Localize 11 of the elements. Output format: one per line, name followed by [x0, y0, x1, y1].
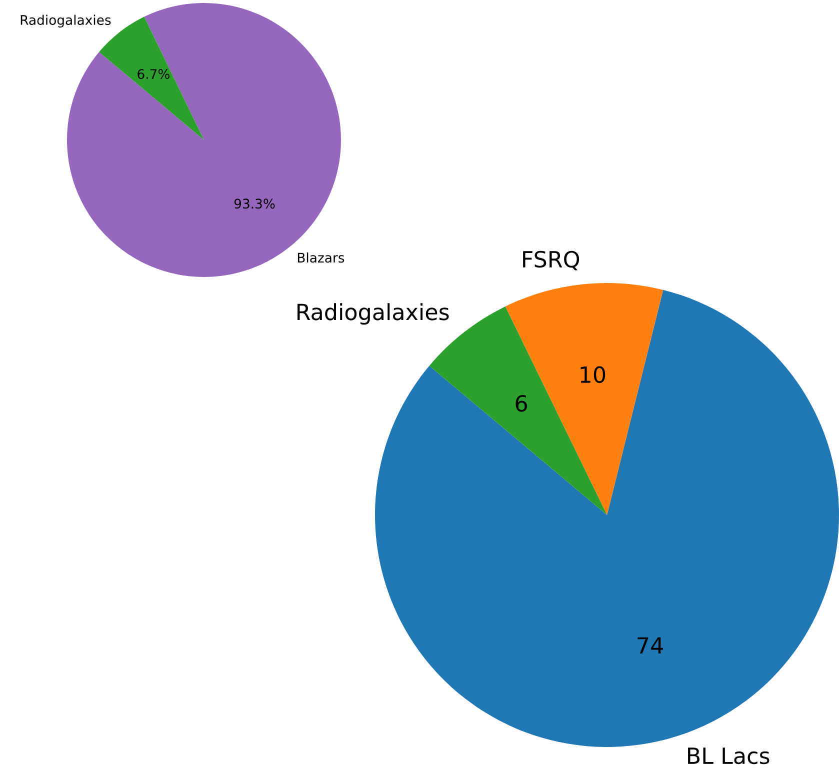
data-label: 10 — [580, 366, 606, 384]
data-label: 6.7% — [138, 69, 170, 79]
data-label: 93.3% — [234, 198, 275, 209]
slice-label: BL Lacs — [688, 748, 770, 764]
slice-label: Radiogalaxies — [298, 303, 449, 325]
data-label: 74 — [638, 637, 663, 654]
slice-label: Radiogalaxies — [20, 14, 111, 28]
slice-label: Blazars — [298, 252, 344, 263]
pie-slice — [505, 283, 664, 515]
data-label: 6 — [516, 394, 527, 412]
slice-label: FSRQ — [523, 250, 580, 270]
